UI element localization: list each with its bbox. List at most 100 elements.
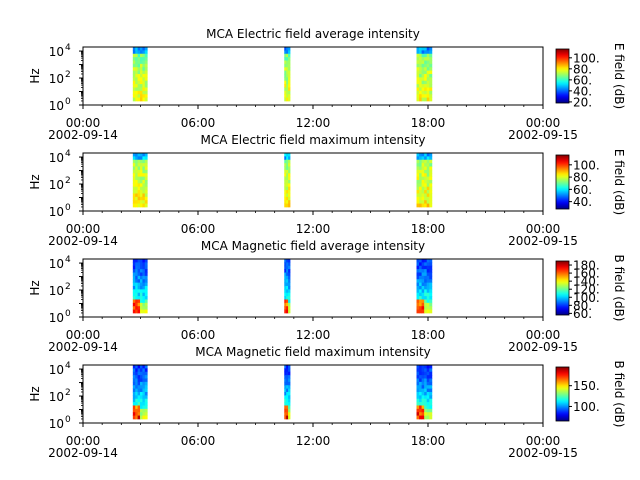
colorbar-tick-label: 40. xyxy=(573,84,592,98)
colorbar-tick-label: 100. xyxy=(573,51,600,65)
y-tick-label: 10 xyxy=(49,311,64,325)
plot-area xyxy=(83,153,543,211)
panel-title: MCA Magnetic field maximum intensity xyxy=(195,345,431,359)
y-tick-exponent: 0 xyxy=(65,97,71,107)
y-tick-label: 10 xyxy=(49,151,64,165)
colorbar-tick-label: 100. xyxy=(573,158,600,172)
x-date-label: 2002-09-14 xyxy=(48,234,118,248)
x-tick-label: 00:00 xyxy=(526,222,561,236)
y-tick-exponent: 0 xyxy=(65,415,71,425)
x-tick-label: 06:00 xyxy=(181,434,216,448)
y-tick-exponent: 4 xyxy=(65,255,71,265)
x-tick-label: 06:00 xyxy=(181,116,216,130)
colorbar: 100. 150. B field (dB) xyxy=(555,361,626,428)
y-tick-label: 10 xyxy=(49,284,64,298)
colorbar-tick-label: 40. xyxy=(573,195,592,209)
spectrogram-segment xyxy=(284,259,291,314)
plot-area xyxy=(83,47,543,105)
x-tick-label: 12:00 xyxy=(296,434,331,448)
y-tick-exponent: 4 xyxy=(65,43,71,53)
y-tick-exponent: 2 xyxy=(65,282,71,292)
y-tick-exponent: 4 xyxy=(65,149,71,159)
colorbar: 60.80.100.120.140.160.180. B field (dB) xyxy=(555,255,626,322)
x-tick-label: 18:00 xyxy=(411,328,446,342)
colorbar-label: B field (dB) xyxy=(612,255,626,322)
x-tick-label: 00:00 xyxy=(66,222,101,236)
x-date-label: 2002-09-15 xyxy=(508,340,578,354)
x-tick-label: 18:00 xyxy=(411,222,446,236)
plot-area xyxy=(83,259,543,317)
y-tick-label: 10 xyxy=(49,390,64,404)
colorbar-tick-label: 150. xyxy=(573,379,600,393)
x-date-label: 2002-09-15 xyxy=(508,128,578,142)
colorbar-tick-label: 100. xyxy=(573,291,600,305)
x-tick-label: 18:00 xyxy=(411,116,446,130)
colorbar-tick-label: 80. xyxy=(573,171,592,185)
colorbar-tick-label: 60. xyxy=(573,73,592,87)
spectrogram-segment xyxy=(284,153,291,208)
x-tick-label: 00:00 xyxy=(66,116,101,130)
x-tick-label: 12:00 xyxy=(296,116,331,130)
panel-title: MCA Electric field maximum intensity xyxy=(200,133,425,147)
x-tick-label: 06:00 xyxy=(181,222,216,236)
x-date-label: 2002-09-14 xyxy=(48,340,118,354)
colorbar-tick-label: 120. xyxy=(573,283,600,297)
colorbar-tick-label: 100. xyxy=(573,400,600,414)
x-tick-label: 00:00 xyxy=(526,328,561,342)
spectrogram-segment xyxy=(132,153,148,208)
spectrogram-segment xyxy=(132,259,148,314)
spectrogram-segment xyxy=(132,365,148,420)
colorbar-tick-label: 60. xyxy=(573,307,592,321)
spectrogram-segment xyxy=(132,47,148,102)
colorbar-label: B field (dB) xyxy=(612,361,626,428)
y-tick-exponent: 4 xyxy=(65,361,71,371)
y-tick-label: 10 xyxy=(49,99,64,113)
x-date-label: 2002-09-15 xyxy=(508,446,578,460)
x-tick-label: 00:00 xyxy=(526,116,561,130)
panel-title: MCA Magnetic field average intensity xyxy=(201,239,425,253)
x-tick-label: 00:00 xyxy=(526,434,561,448)
y-tick-exponent: 2 xyxy=(65,70,71,80)
x-tick-label: 06:00 xyxy=(181,328,216,342)
colorbar-tick-label: 160. xyxy=(573,267,600,281)
y-axis-label: Hz xyxy=(28,386,42,401)
x-date-label: 2002-09-15 xyxy=(508,234,578,248)
y-tick-label: 10 xyxy=(49,178,64,192)
y-tick-exponent: 0 xyxy=(65,309,71,319)
colorbar-tick-label: 80. xyxy=(573,299,592,313)
spectrogram-segment xyxy=(284,365,291,420)
colorbar: 20.40.60.80.100. E field (dB) xyxy=(555,43,626,109)
y-tick-exponent: 0 xyxy=(65,203,71,213)
spectrogram-segment xyxy=(416,153,433,208)
colorbar-tick-label: 80. xyxy=(573,62,592,76)
spectrogram-segment xyxy=(416,259,433,314)
x-tick-label: 00:00 xyxy=(66,434,101,448)
y-tick-exponent: 2 xyxy=(65,388,71,398)
y-tick-label: 10 xyxy=(49,257,64,271)
panel-title: MCA Electric field average intensity xyxy=(206,27,420,41)
colorbar-tick-label: 20. xyxy=(573,95,592,109)
spectrogram-segment xyxy=(284,47,291,102)
y-tick-label: 10 xyxy=(49,205,64,219)
y-axis-label: Hz xyxy=(28,174,42,189)
spectrogram-segment xyxy=(416,47,433,102)
colorbar: 40.60.80.100. E field (dB) xyxy=(555,149,626,215)
y-axis-label: Hz xyxy=(28,68,42,83)
x-tick-label: 12:00 xyxy=(296,222,331,236)
plot-area xyxy=(83,365,543,423)
x-tick-label: 12:00 xyxy=(296,328,331,342)
spectrogram-segment xyxy=(416,365,433,420)
colorbar-tick-label: 60. xyxy=(573,183,592,197)
y-tick-label: 10 xyxy=(49,45,64,59)
x-date-label: 2002-09-14 xyxy=(48,446,118,460)
colorbar-tick-label: 140. xyxy=(573,275,600,289)
colorbar-label: E field (dB) xyxy=(612,43,626,109)
y-tick-label: 10 xyxy=(49,417,64,431)
y-tick-label: 10 xyxy=(49,363,64,377)
colorbar-tick-label: 180. xyxy=(573,259,600,273)
